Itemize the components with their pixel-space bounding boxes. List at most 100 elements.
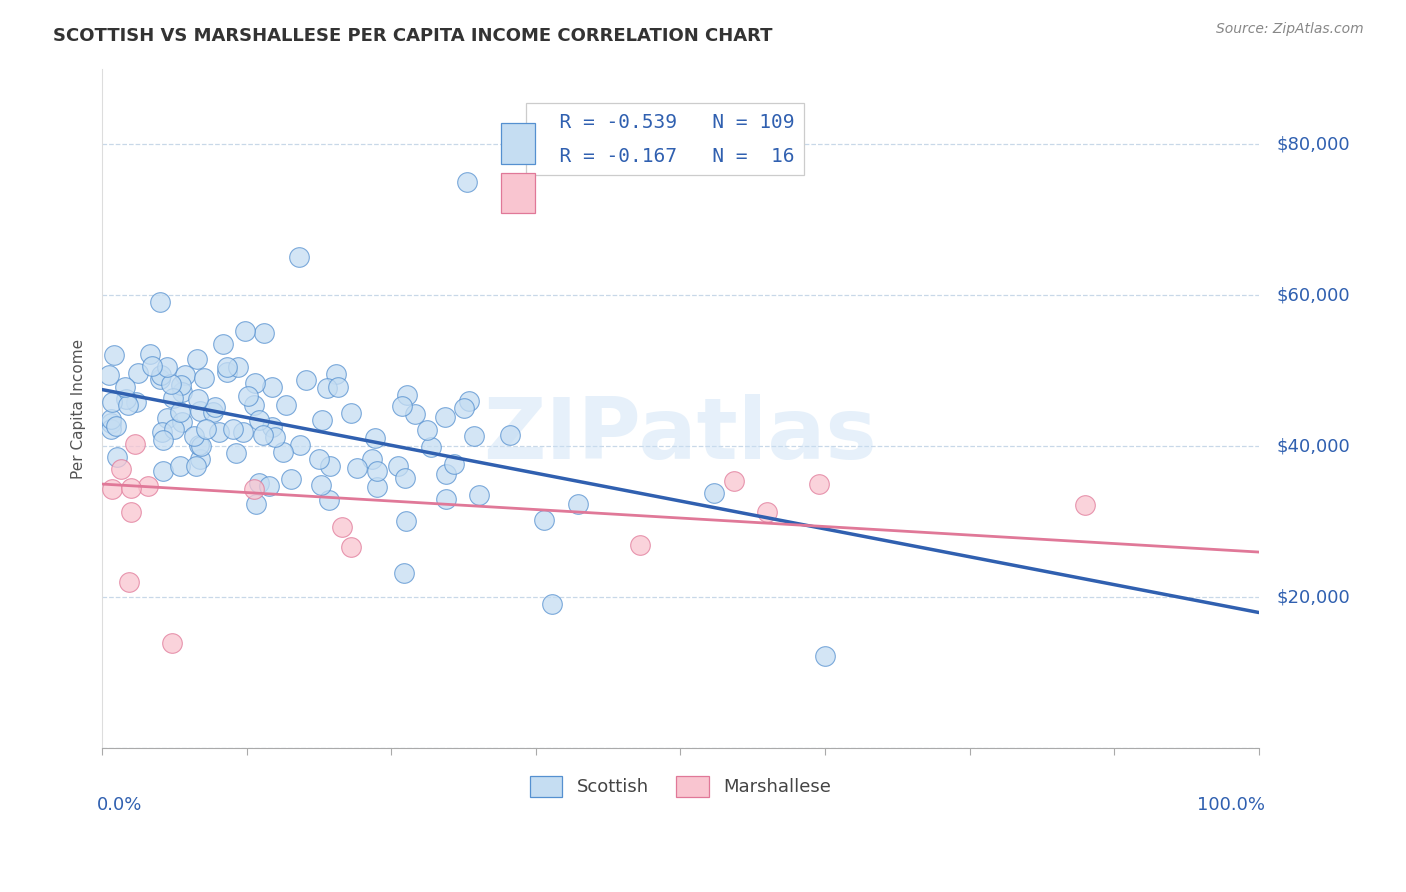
Point	[434, 467, 457, 481]
Point	[204, 400, 226, 414]
Point	[364, 431, 387, 445]
Point	[392, 566, 415, 580]
Point	[190, 452, 212, 467]
Point	[215, 365, 238, 379]
Point	[117, 398, 139, 412]
Point	[150, 368, 173, 383]
Point	[183, 429, 205, 443]
Point	[152, 433, 174, 447]
Point	[155, 360, 177, 375]
Point	[387, 458, 409, 473]
Point	[187, 438, 209, 452]
Point	[233, 324, 256, 338]
Point	[159, 376, 181, 391]
Point	[243, 376, 266, 391]
Point	[103, 348, 125, 362]
Text: ZIPatlas: ZIPatlas	[484, 394, 877, 477]
Point	[169, 405, 191, 419]
Text: 100.0%: 100.0%	[1197, 796, 1264, 814]
Point	[309, 478, 332, 492]
Point	[456, 175, 478, 189]
Point	[188, 404, 211, 418]
FancyBboxPatch shape	[501, 123, 536, 164]
Point	[190, 439, 212, 453]
Point	[340, 540, 363, 554]
Point	[125, 395, 148, 409]
Point	[184, 458, 207, 473]
Point	[174, 368, 197, 382]
Point	[170, 378, 193, 392]
Point	[247, 475, 270, 490]
Point	[404, 407, 426, 421]
Point	[110, 462, 132, 476]
Point	[257, 479, 280, 493]
Point	[100, 416, 122, 430]
Point	[264, 430, 287, 444]
Point	[453, 401, 475, 415]
Point	[808, 477, 831, 491]
Point	[211, 336, 233, 351]
Point	[463, 429, 485, 443]
Point	[243, 398, 266, 412]
Point	[280, 472, 302, 486]
Point	[253, 326, 276, 340]
Point	[391, 400, 413, 414]
Point	[443, 457, 465, 471]
Point	[105, 450, 128, 465]
Point	[252, 428, 274, 442]
Point	[186, 351, 208, 366]
Point	[260, 379, 283, 393]
Text: Source: ZipAtlas.com: Source: ZipAtlas.com	[1216, 22, 1364, 37]
Point	[225, 446, 247, 460]
Point	[262, 420, 284, 434]
Point	[100, 395, 122, 409]
Point	[328, 380, 350, 394]
Point	[238, 389, 260, 403]
Point	[271, 444, 294, 458]
Point	[499, 428, 522, 442]
Point	[104, 418, 127, 433]
Point	[288, 251, 311, 265]
Point	[755, 505, 778, 519]
Text: SCOTTISH VS MARSHALLESE PER CAPITA INCOME CORRELATION CHART: SCOTTISH VS MARSHALLESE PER CAPITA INCOM…	[53, 27, 773, 45]
Point	[308, 452, 330, 467]
Point	[433, 410, 456, 425]
Point	[124, 436, 146, 450]
Point	[101, 482, 124, 496]
Point	[100, 412, 122, 426]
Point	[288, 438, 311, 452]
Point	[136, 479, 159, 493]
Point	[419, 440, 441, 454]
Point	[1074, 498, 1097, 512]
Point	[215, 360, 238, 375]
Text: 0.0%: 0.0%	[97, 796, 142, 814]
Point	[160, 636, 183, 650]
Point	[169, 458, 191, 473]
Y-axis label: Per Capita Income: Per Capita Income	[72, 338, 86, 479]
Point	[120, 505, 142, 519]
Point	[346, 461, 368, 475]
Point	[201, 404, 224, 418]
Point	[394, 471, 416, 485]
Point	[150, 425, 173, 439]
Point	[162, 391, 184, 405]
Point	[194, 422, 217, 436]
Point	[226, 359, 249, 374]
Point	[208, 425, 231, 439]
Point	[243, 483, 266, 497]
Text: $20,000: $20,000	[1277, 589, 1350, 607]
Point	[170, 384, 193, 399]
Point	[567, 497, 589, 511]
Point	[416, 424, 439, 438]
Legend: Scottish, Marshallese: Scottish, Marshallese	[523, 769, 838, 804]
Point	[340, 406, 363, 420]
Point	[723, 475, 745, 489]
Text: $60,000: $60,000	[1277, 286, 1350, 304]
Point	[396, 388, 419, 402]
Point	[319, 458, 342, 473]
Point	[100, 422, 122, 436]
Point	[703, 486, 725, 500]
Point	[141, 359, 163, 374]
Point	[149, 372, 172, 386]
Point	[814, 648, 837, 663]
